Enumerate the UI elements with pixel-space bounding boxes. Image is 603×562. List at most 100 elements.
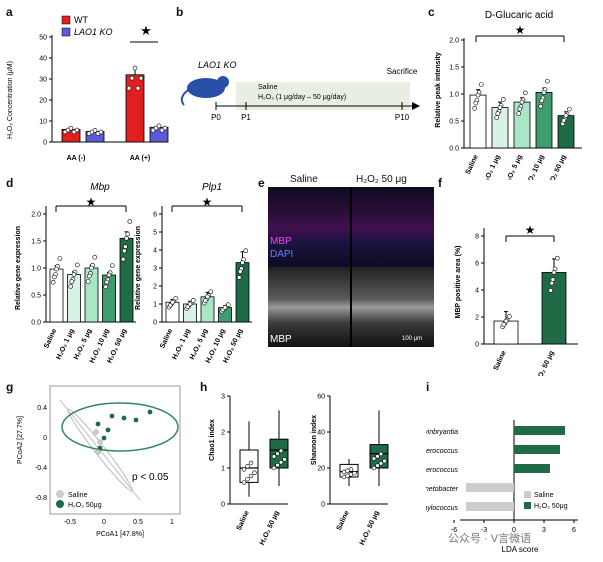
treatment-saline: Saline: [258, 84, 278, 91]
data-point: [138, 75, 144, 81]
pcoa-point-saline: [95, 449, 101, 455]
data-point: [50, 280, 56, 285]
data-point: [275, 451, 280, 456]
x-tick-label: H₂O₂ 50 μg: [534, 350, 556, 376]
y-tick-label: 2.0: [449, 38, 459, 45]
data-point: [494, 115, 499, 120]
data-point: [57, 256, 63, 261]
pcoa-point-h2o2: [97, 445, 103, 451]
data-point: [236, 275, 242, 280]
panel-d-chart: Mbp Plp1 Relative gene expression Relati…: [15, 182, 252, 364]
pcoa-point-h2o2: [105, 427, 111, 433]
x-tick-label: Saline: [493, 350, 508, 372]
panel-h-ylabel-chao1: Chao1 index: [209, 419, 216, 461]
data-point: [507, 314, 512, 319]
pcoa-point-h2o2: [101, 435, 107, 441]
pcoa-point-saline: [93, 429, 99, 435]
data-point: [501, 322, 507, 327]
y-tick-label: 6: [475, 261, 479, 268]
data-point: [222, 305, 228, 310]
panel-i-legend-saline: Saline: [534, 492, 554, 499]
y-tick-label: 0: [43, 140, 47, 147]
y-tick-label: 0: [321, 502, 325, 509]
data-point: [159, 127, 165, 133]
data-point: [75, 262, 80, 268]
sacrifice-label: Sacrifice: [387, 67, 418, 76]
bottom-mbp-label: MBP: [270, 334, 292, 345]
panel-g-chart: PCoA2 [27.7%] PCoA1 [47.8%] -0.5 0 0.5 1 0.4…: [17, 385, 181, 538]
data-point: [551, 270, 557, 275]
x-tick-label: -0.5: [64, 519, 76, 526]
data-point: [378, 461, 384, 466]
data-point: [516, 111, 521, 116]
panel-g-xlabel: PCoA1 [47.8%]: [96, 531, 144, 538]
x-tick-label: 0: [512, 527, 516, 534]
mouse-icon: [187, 78, 225, 98]
data-point: [124, 235, 129, 241]
y-tick-label: -0.8: [35, 495, 47, 502]
panel-g-legend-h2o2: H₂O₂ 50μg: [68, 502, 102, 509]
data-point: [378, 451, 384, 457]
x-tick-label: H₂O₂ 1 μg: [171, 328, 191, 361]
scale-bar-label: 100 μm: [402, 336, 423, 342]
y-tick-label: 20: [317, 466, 325, 473]
treatment-band: [236, 82, 410, 110]
panel-g-legend-saline: Saline: [68, 492, 88, 499]
panel-c-title: D-Glucaric acid: [485, 10, 553, 21]
y-tick-label: 0.5: [449, 119, 459, 126]
lda-bar: [466, 502, 514, 511]
data-point: [248, 473, 254, 479]
x-tick-label: Saline: [236, 510, 251, 532]
y-tick-label: 3: [153, 266, 157, 273]
y-tick-label: 1: [221, 466, 225, 473]
data-point: [271, 454, 277, 459]
y-tick-label: 6: [153, 212, 157, 219]
data-point: [545, 78, 550, 84]
data-point: [563, 113, 569, 118]
data-point: [150, 127, 156, 133]
taxon-label: Staphylococcus: [426, 505, 458, 512]
data-point: [501, 97, 506, 102]
lda-bar: [514, 445, 560, 454]
legend-marker-saline: [56, 490, 64, 498]
data-point: [497, 105, 503, 110]
panel-d-ylabel-left: Relative gene expression: [15, 226, 22, 310]
data-point: [69, 279, 75, 284]
data-point: [567, 106, 572, 112]
bar: [541, 272, 567, 345]
data-point: [205, 294, 210, 300]
lda-bar: [514, 426, 565, 435]
data-point: [371, 465, 377, 471]
mouse-label: LAO1 KO: [198, 60, 237, 70]
x-tick-label: H₂O₂ 50 μg: [259, 510, 281, 546]
data-point: [126, 85, 132, 91]
data-point: [122, 248, 127, 254]
data-point: [382, 458, 387, 464]
data-point: [278, 460, 284, 465]
panel-d-star-plp1: ★: [202, 195, 213, 209]
data-point: [503, 318, 509, 324]
stain-mbp-label: MBP: [270, 236, 292, 247]
panel-a-star: ★: [140, 23, 152, 38]
x-tick-label: 0.5: [133, 519, 143, 526]
panel-g-pvalue: p < 0.05: [132, 472, 169, 483]
data-point: [208, 289, 214, 295]
x-tick-label: H₂O₂ 5 μg: [189, 328, 209, 361]
data-point: [68, 125, 74, 131]
panel-letter-h: h: [200, 380, 208, 394]
panel-i-chart: Marvinbryantia Enterococcus Aerococcus Acin…: [426, 420, 578, 554]
data-point: [472, 106, 478, 111]
panel-f-star: ★: [525, 223, 536, 237]
data-point: [348, 467, 354, 472]
data-point: [375, 463, 380, 468]
data-point: [245, 476, 250, 482]
y-tick-label: 40: [39, 56, 47, 63]
panel-a-group-2: AA (+): [130, 155, 151, 162]
y-tick-label: -0.4: [35, 465, 47, 472]
legend-marker-h2o2: [56, 500, 64, 508]
panel-letter-d: d: [6, 176, 14, 190]
panel-letter-a: a: [6, 5, 13, 19]
y-tick-label: 2: [153, 284, 157, 291]
x-tick-label: 6: [572, 527, 576, 534]
data-point: [54, 266, 59, 272]
